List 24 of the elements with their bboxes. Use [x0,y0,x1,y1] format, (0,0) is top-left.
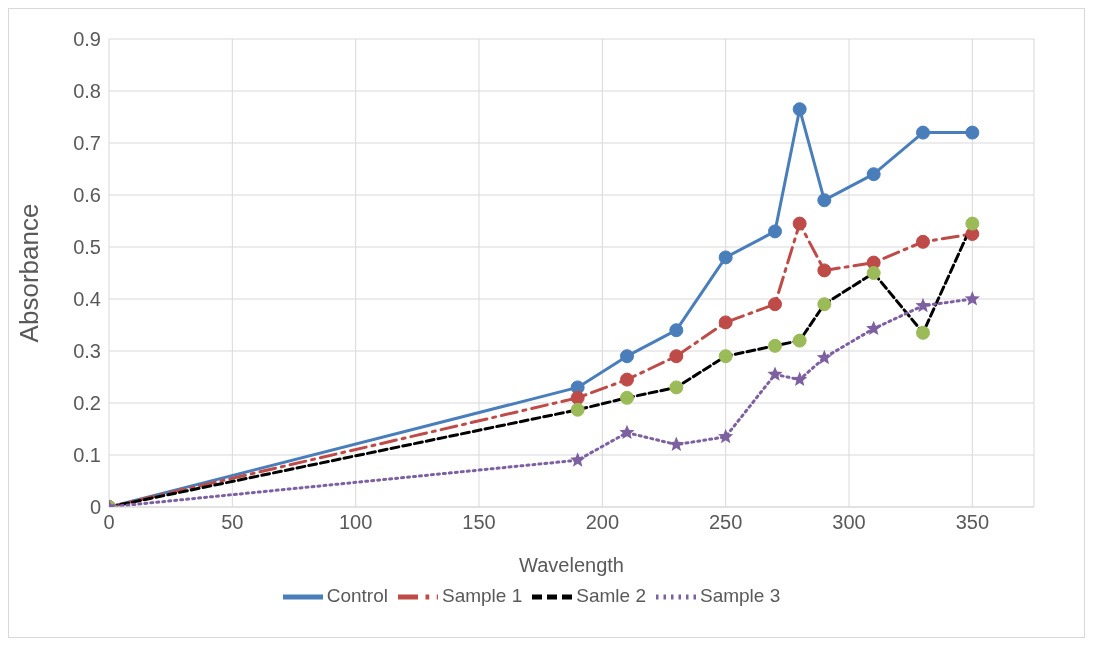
x-tick-label: 150 [462,511,496,534]
x-tick-label: 50 [221,511,244,534]
y-tick-label: 0.3 [73,340,101,363]
legend-label: Control [326,585,388,607]
y-tick-label: 0.2 [73,392,101,415]
x-tick-label: 250 [708,511,743,534]
x-tick-label: 200 [585,511,620,534]
legend-label: Samle 2 [576,585,646,607]
y-tick-label: 0.4 [73,288,101,311]
x-tick-label: 0 [103,511,115,534]
x-tick-label: 300 [832,511,866,534]
x-tick-label: 100 [338,511,373,534]
x-axis-title: Wavelength [519,554,624,576]
legend-label: Sample 3 [699,585,781,607]
y-tick-label: 0.5 [73,236,101,259]
y-tick-label: 0.6 [73,184,101,207]
y-tick-label: 0.7 [73,132,101,155]
y-tick-label: 0 [89,496,101,519]
y-tick-label: 0.1 [73,444,101,467]
y-axis-title: Absorbance [14,203,45,343]
legend-label: Sample 1 [441,585,523,607]
x-tick-label: 350 [955,511,990,534]
y-tick-label: 0.9 [73,28,101,51]
y-tick-label: 0.8 [73,80,101,103]
